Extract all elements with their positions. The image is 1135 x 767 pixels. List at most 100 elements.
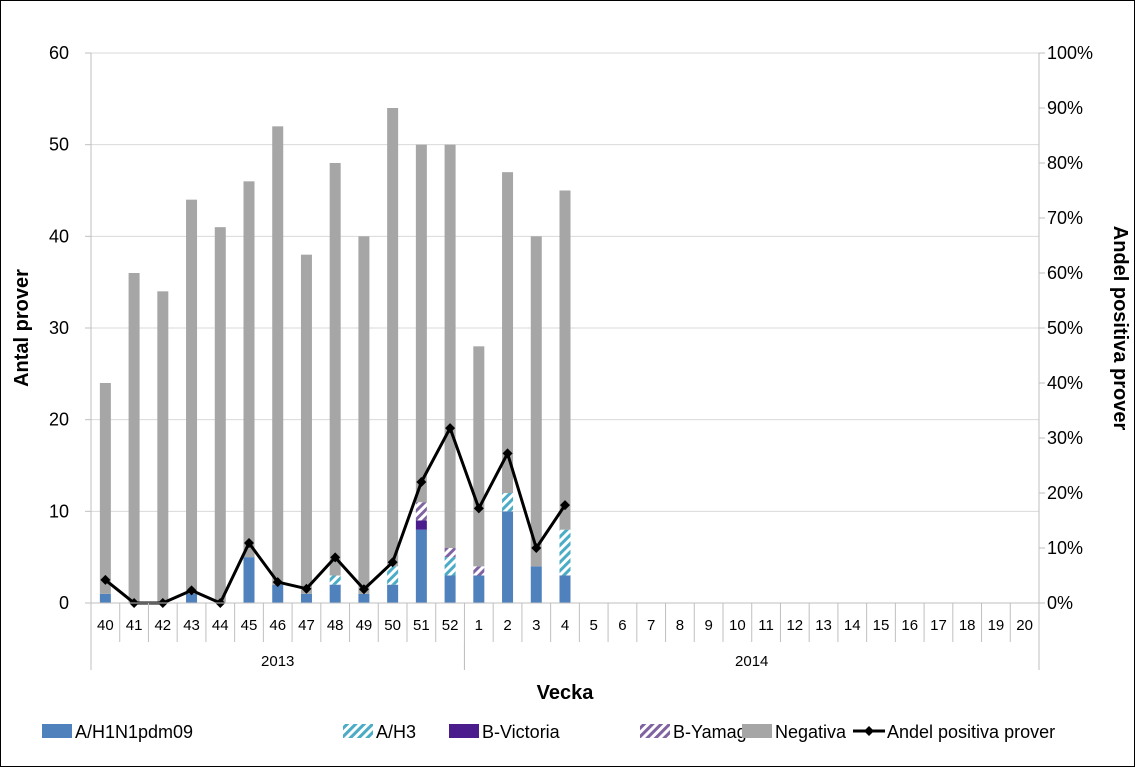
bar-segment bbox=[415, 144, 427, 503]
x-tick-label: 44 bbox=[212, 617, 229, 634]
bar-segment bbox=[387, 108, 399, 567]
x-tick-label: 6 bbox=[618, 617, 626, 634]
y-right-tick-label: 90% bbox=[1047, 98, 1083, 118]
x-tick-label: 43 bbox=[183, 617, 200, 634]
line-point bbox=[272, 577, 283, 588]
x-tick-label: 40 bbox=[97, 617, 114, 634]
bar-segment bbox=[329, 163, 341, 576]
x-tick-label: 18 bbox=[959, 617, 976, 634]
x-tick-label: 42 bbox=[154, 617, 171, 634]
legend-swatch-marker bbox=[864, 726, 874, 736]
x-tick-label: 20 bbox=[1016, 617, 1033, 634]
x-tick-label: 45 bbox=[241, 617, 258, 634]
bar-segment bbox=[559, 575, 571, 603]
bar-segment bbox=[473, 575, 485, 603]
line-point bbox=[445, 423, 456, 434]
bar-segment bbox=[157, 291, 169, 603]
y-left-tick-label: 50 bbox=[49, 135, 69, 155]
bar-segment bbox=[243, 181, 255, 558]
bar-segment bbox=[329, 584, 341, 603]
legend-swatch bbox=[42, 724, 72, 738]
y-right-tick-label: 80% bbox=[1047, 153, 1083, 173]
bar-segment bbox=[272, 126, 284, 585]
line-point bbox=[301, 583, 312, 594]
bar-segment bbox=[473, 346, 485, 567]
bar-segment bbox=[502, 172, 514, 493]
line-point bbox=[186, 585, 197, 596]
legend-swatch bbox=[343, 724, 373, 738]
x-tick-label: 2 bbox=[503, 617, 511, 634]
x-tick-label: 50 bbox=[384, 617, 401, 634]
y-left-tick-label: 20 bbox=[49, 410, 69, 430]
bar-segment bbox=[243, 557, 255, 603]
x-tick-label: 7 bbox=[647, 617, 655, 634]
bar-segment bbox=[358, 236, 370, 594]
bar-segment bbox=[415, 529, 427, 603]
x-tick-label: 48 bbox=[327, 617, 344, 634]
y-left-tick-label: 40 bbox=[49, 226, 69, 246]
x-tick-label: 41 bbox=[126, 617, 143, 634]
bar-segment bbox=[300, 593, 312, 603]
legend-label: Negativa bbox=[775, 722, 847, 742]
bar-segment bbox=[559, 190, 571, 530]
bar-segment bbox=[530, 566, 542, 603]
x-tick-label: 12 bbox=[786, 617, 803, 634]
line-point bbox=[416, 477, 427, 487]
bar-segment bbox=[502, 511, 514, 603]
line-point bbox=[330, 552, 341, 563]
line-point bbox=[531, 543, 542, 553]
legend-label: A/H3 bbox=[376, 722, 416, 742]
bar-segment bbox=[186, 199, 198, 594]
y-left-tick-label: 10 bbox=[49, 501, 69, 521]
x-tick-label: 49 bbox=[356, 617, 373, 634]
y-right-tick-label: 30% bbox=[1047, 428, 1083, 448]
year-label: 2013 bbox=[261, 653, 294, 670]
bar-segment bbox=[530, 236, 542, 567]
line-point bbox=[244, 538, 254, 549]
legend-swatch bbox=[449, 724, 479, 738]
x-tick-label: 1 bbox=[475, 617, 483, 634]
legend-swatch bbox=[640, 724, 670, 738]
bar-segment bbox=[186, 593, 198, 603]
bar-segment bbox=[387, 584, 399, 603]
x-tick-label: 51 bbox=[413, 617, 430, 634]
line-point bbox=[387, 557, 398, 568]
bar-segment bbox=[444, 575, 456, 603]
bar-segment bbox=[559, 529, 571, 576]
x-tick-label: 3 bbox=[532, 617, 540, 634]
bar-segment bbox=[502, 493, 514, 512]
legend-label: B-Victoria bbox=[482, 722, 561, 742]
line-point bbox=[560, 500, 570, 511]
bar-segment bbox=[214, 227, 226, 603]
x-tick-label: 19 bbox=[988, 617, 1005, 634]
year-label: 2014 bbox=[735, 653, 768, 670]
line-point bbox=[100, 574, 111, 585]
bar-layer bbox=[99, 108, 571, 603]
bar-segment bbox=[415, 502, 427, 521]
bar-segment bbox=[128, 273, 140, 603]
line-point bbox=[358, 584, 369, 595]
bar-segment bbox=[99, 593, 111, 603]
x-tick-label: 15 bbox=[873, 617, 890, 634]
x-tick-label: 46 bbox=[269, 617, 286, 634]
legend-swatch bbox=[742, 724, 772, 738]
x-tick-label: 47 bbox=[298, 617, 315, 634]
y-right-tick-label: 0% bbox=[1047, 593, 1073, 613]
legend: A/H1N1pdm09 A/H3 B-Victoria B-Yamagata Negat… bbox=[42, 722, 1055, 742]
x-tick-label: 9 bbox=[704, 617, 712, 634]
y-right-tick-label: 40% bbox=[1047, 373, 1083, 393]
axes: 0 10 20 30 40 50 60 0% 10% 20% 30% 40% 50% 60% 70% 80% 9… bbox=[11, 43, 1131, 704]
y-left-tick-label: 0 bbox=[59, 593, 69, 613]
bar-segment bbox=[444, 557, 456, 576]
bar-segment bbox=[358, 593, 370, 603]
y-right-axis-title: Andel positiva prover bbox=[1109, 226, 1131, 431]
x-axis-title: Vecka bbox=[537, 682, 595, 704]
y-right-tick-label: 50% bbox=[1047, 318, 1083, 338]
legend-label: Andel positiva prover bbox=[887, 722, 1055, 742]
x-tick-label: 5 bbox=[590, 617, 598, 634]
bar-segment bbox=[444, 548, 456, 558]
y-right-tick-label: 100% bbox=[1047, 43, 1093, 63]
y-right-tick-label: 10% bbox=[1047, 538, 1083, 558]
x-tick-label: 16 bbox=[901, 617, 918, 634]
